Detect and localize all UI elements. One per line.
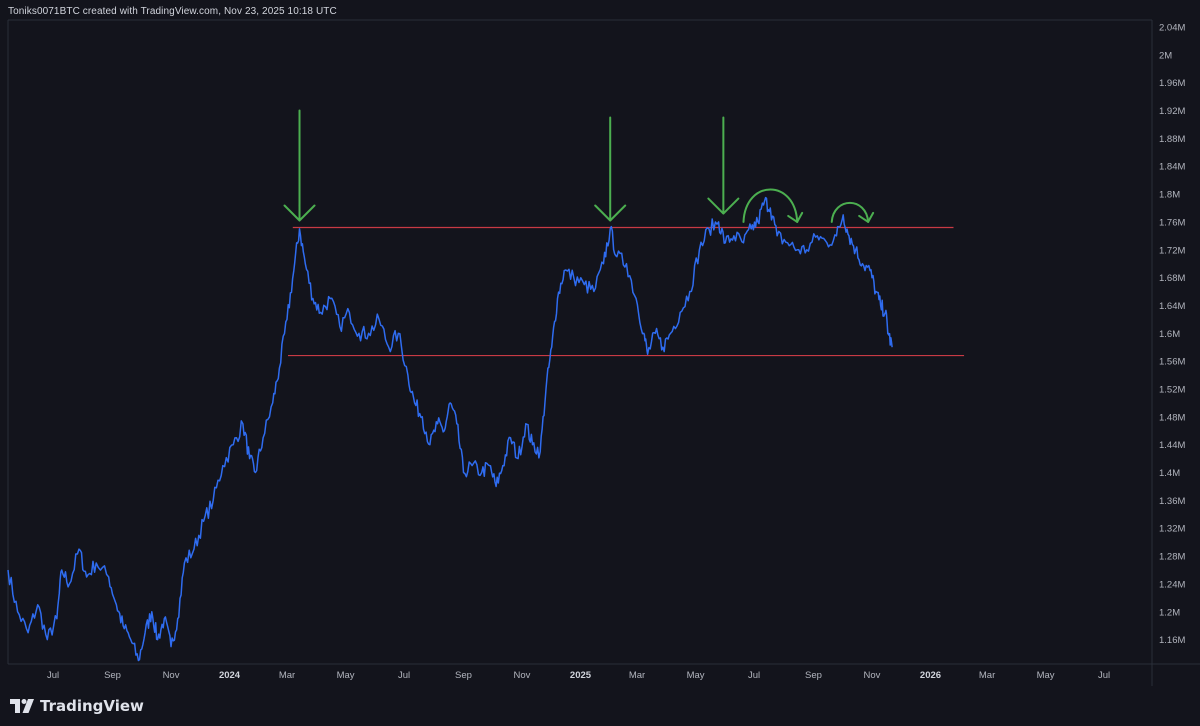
price-tick-label: 1.4M (1159, 468, 1180, 479)
time-tick-label: May (687, 670, 705, 681)
price-tick-label: 1.6M (1159, 329, 1180, 340)
price-tick-label: 2M (1159, 50, 1172, 61)
arc-arrow-head (787, 211, 804, 223)
time-tick-label: Nov (864, 670, 881, 681)
plot-area (7, 19, 1200, 686)
price-tick-label: 1.84M (1159, 162, 1185, 173)
price-tick-label: 1.52M (1159, 384, 1185, 395)
price-chart[interactable]: 2.04M 2M 1.96M 1.92M 1.88M 1.84M 1.8M 1.76M 1.72… (0, 0, 1200, 686)
time-tick-label: Sep (455, 670, 472, 681)
price-tick-label: 1.16M (1159, 635, 1185, 646)
arc-arrow-marker[interactable] (830, 201, 870, 223)
annotations (283, 109, 875, 223)
price-tick-label: 1.8M (1159, 190, 1180, 201)
time-tick-label: Sep (104, 670, 121, 681)
time-tick-label: Jul (748, 670, 760, 681)
tradingview-logo-icon (10, 699, 34, 713)
tradingview-wordmark: TradingView (40, 697, 144, 715)
price-tick-label: 2.04M (1159, 22, 1185, 33)
chart-credit: Toniks0071BTC created with TradingView.c… (8, 6, 337, 17)
price-tick-label: 1.72M (1159, 245, 1185, 256)
footer: TradingView (0, 686, 1200, 726)
horizontal-levels (288, 226, 965, 357)
time-axis[interactable]: Jul Sep Nov 2024 Mar May Jul Sep Nov 2025 Mar May Ju… (47, 670, 1110, 681)
price-line[interactable] (7, 196, 893, 662)
price-tick-label: 1.24M (1159, 579, 1185, 590)
time-tick-label: May (337, 670, 355, 681)
time-tick-label: Jul (1098, 670, 1110, 681)
price-tick-label: 1.44M (1159, 440, 1185, 451)
price-tick-label: 1.88M (1159, 134, 1185, 145)
time-tick-label: 2026 (920, 670, 941, 681)
arc-arrow-head (858, 211, 875, 223)
time-tick-label: Mar (279, 670, 295, 681)
price-tick-label: 1.56M (1159, 357, 1185, 368)
price-tick-label: 1.32M (1159, 524, 1185, 535)
time-tick-label: Jul (398, 670, 410, 681)
price-tick-label: 1.68M (1159, 273, 1185, 284)
tradingview-logo[interactable]: TradingView (10, 696, 144, 716)
time-tick-label: Mar (979, 670, 995, 681)
time-tick-label: Mar (629, 670, 645, 681)
price-tick-label: 1.96M (1159, 78, 1185, 89)
price-series (7, 196, 893, 662)
time-tick-label: Nov (163, 670, 180, 681)
time-tick-label: 2025 (570, 670, 592, 681)
price-tick-label: 1.28M (1159, 552, 1185, 563)
time-tick-label: Nov (514, 670, 531, 681)
price-tick-label: 1.2M (1159, 607, 1180, 618)
down-arrow-marker[interactable] (594, 116, 627, 222)
time-tick-label: Jul (47, 670, 59, 681)
price-tick-label: 1.92M (1159, 106, 1185, 117)
price-axis[interactable]: 2.04M 2M 1.96M 1.92M 1.88M 1.84M 1.8M 1.76M 1.72… (1159, 22, 1185, 646)
price-tick-label: 1.76M (1159, 217, 1185, 228)
price-tick-label: 1.64M (1159, 301, 1185, 312)
time-tick-label: 2024 (219, 670, 241, 681)
down-arrow-marker[interactable] (707, 116, 740, 215)
time-tick-label: May (1037, 670, 1055, 681)
arc-arrow-marker[interactable] (742, 188, 799, 223)
price-tick-label: 1.48M (1159, 412, 1185, 423)
price-tick-label: 1.36M (1159, 496, 1185, 507)
time-tick-label: Sep (805, 670, 822, 681)
down-arrow-marker[interactable] (283, 109, 316, 222)
